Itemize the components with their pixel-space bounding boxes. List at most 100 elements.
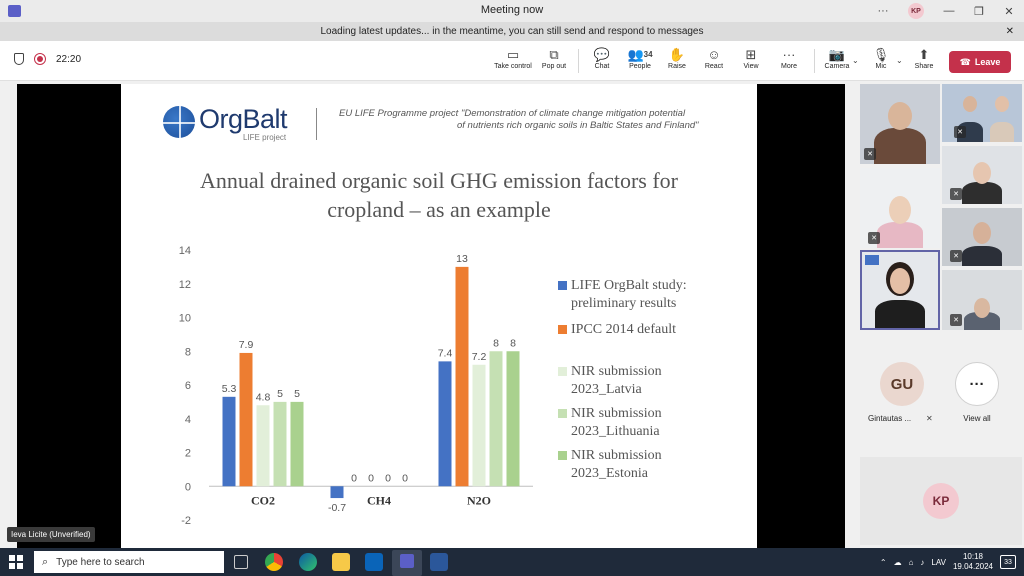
search-icon: ⌕ (42, 555, 49, 568)
chrome-icon[interactable] (265, 553, 283, 571)
project-line-2: of nutrients rich organic soils in Balti… (457, 120, 699, 131)
phone-icon: ☎ (959, 56, 971, 67)
mic-chevron-down-icon[interactable]: ⌄ (896, 56, 903, 65)
bar-group (222, 266, 520, 499)
share-button[interactable]: ⬆ Share (902, 47, 946, 70)
camera-button[interactable]: 📷 Camera (815, 47, 859, 70)
bar-co2-series-2 (239, 352, 253, 487)
clock[interactable]: 10:18 19.04.2024 (953, 552, 993, 572)
chat-icon: 💬 (593, 47, 611, 62)
window-title: Meeting now (480, 4, 544, 16)
data-label: 5.3 (222, 383, 237, 395)
orgbalt-globe-icon (163, 106, 195, 138)
user-avatar[interactable]: KP (908, 3, 924, 19)
legend-text: NIR submission (571, 364, 662, 379)
camera-off-icon: 📷 (828, 47, 846, 62)
notification-icon[interactable]: 33 (1000, 555, 1016, 569)
view-all-button[interactable]: ··· (955, 362, 999, 406)
shared-screen[interactable]: OrgBalt LIFE project EU LIFE Programme p… (17, 84, 845, 548)
leave-label: Leave (974, 57, 1001, 67)
participant-video-tile[interactable]: ✕ (942, 208, 1022, 266)
react-label: React (704, 63, 724, 70)
camera-chevron-down-icon[interactable]: ⌄ (852, 56, 859, 65)
word-icon[interactable] (430, 553, 448, 571)
participant-video-tile[interactable]: ✕ (942, 146, 1022, 204)
cloud-icon[interactable]: ☁ (893, 557, 902, 567)
taskbar-search[interactable]: ⌕ Type here to search (34, 551, 224, 573)
close-button[interactable]: ✕ (1004, 5, 1014, 18)
view-button[interactable]: ⊞ View (729, 47, 773, 70)
legend-swatch (558, 325, 567, 334)
more-options-button[interactable]: ··· (877, 5, 889, 17)
take-control-icon: ▭ (506, 47, 520, 62)
people-button[interactable]: 👥34 People (618, 47, 662, 70)
participant-avatar-gu[interactable]: GU (880, 362, 924, 406)
participant-video-tile[interactable]: ✕ (942, 84, 1022, 142)
mic-off-icon: ✕ (950, 188, 962, 200)
legend-text: NIR submission (571, 448, 662, 463)
data-label: 4.8 (256, 391, 271, 403)
banner-text: Loading latest updates... in the meantim… (320, 26, 704, 37)
task-view-icon[interactable] (234, 555, 248, 569)
volume-icon[interactable]: ♪ (920, 557, 925, 567)
clock-time: 10:18 (962, 552, 983, 561)
more-button[interactable]: ··· More (767, 47, 811, 70)
pop-out-button[interactable]: ⧉ Pop out (532, 47, 576, 70)
self-view-tile[interactable]: KP (860, 457, 1022, 545)
windows-start-icon[interactable] (9, 555, 23, 569)
share-icon: ⬆ (918, 47, 930, 62)
data-label: 0 (368, 472, 374, 484)
more-icon: ··· (782, 47, 796, 62)
network-icon[interactable]: ⌂ (908, 557, 914, 567)
minimize-button[interactable]: — (943, 5, 955, 17)
project-line-1: EU LIFE Programme project "Demonstration… (339, 108, 686, 119)
data-label: 8 (510, 337, 516, 349)
legend-text: preliminary results (571, 296, 677, 311)
raise-hand-button[interactable]: ✋ Raise (655, 47, 699, 70)
leave-button[interactable]: ☎ Leave (949, 51, 1011, 73)
bar-n2o-series-4 (489, 351, 503, 487)
view-all-label: View all (963, 414, 991, 423)
react-button[interactable]: ☺ React (692, 47, 736, 70)
view-label: View (743, 63, 759, 70)
participant-name: Gintautas ... (868, 414, 912, 423)
slide-title-line-1: Annual drained organic soil GHG emission… (200, 168, 678, 193)
data-label: -0.7 (328, 502, 346, 514)
data-label: 7.4 (438, 347, 453, 359)
x-label-n2o: N2O (467, 493, 491, 507)
system-tray: ⌃ ☁ ⌂ ♪ LAV 10:18 19.04.2024 33 (880, 548, 1016, 576)
active-speaker-video-tile[interactable] (860, 250, 940, 330)
legend-text: 2023_Lithuania (571, 424, 660, 439)
chat-button[interactable]: 💬 Chat (580, 47, 624, 70)
mic-button[interactable]: 🎙 Mic (859, 47, 903, 70)
banner-close-icon[interactable]: ✕ (1005, 26, 1014, 37)
edge-icon[interactable] (299, 553, 317, 571)
data-label: 0 (402, 472, 408, 484)
restore-button[interactable]: ❐ (974, 5, 984, 18)
mic-off-icon: 🎙 (872, 47, 890, 62)
share-label: Share (914, 63, 934, 70)
participant-video-tile[interactable]: ✕ (860, 168, 940, 248)
participant-video-tile[interactable]: ✕ (942, 270, 1022, 330)
y-tick-label: 2 (185, 448, 191, 460)
self-avatar: KP (923, 483, 959, 519)
language-indicator[interactable]: LAV (931, 557, 946, 567)
participant-video-tile[interactable]: ✕ (860, 84, 940, 164)
bar-n2o-series-1 (438, 361, 452, 487)
x-label-ch4: CH4 (367, 493, 391, 507)
pop-out-icon: ⧉ (549, 47, 559, 62)
file-explorer-icon[interactable] (332, 553, 350, 571)
bar-co2-series-3 (256, 405, 270, 487)
mic-off-icon: ✕ (864, 148, 876, 160)
outlook-icon[interactable] (365, 553, 383, 571)
chevron-up-icon[interactable]: ⌃ (879, 557, 887, 567)
take-control-button[interactable]: ▭ Take control (491, 47, 535, 70)
legend-text: LIFE OrgBalt study: (571, 278, 687, 293)
recording-icon (34, 53, 46, 65)
bar-co2-series-4 (273, 401, 287, 487)
y-tick-label: 10 (179, 313, 191, 325)
teams-taskbar-button[interactable] (392, 550, 422, 576)
presentation-thumbnail-icon (865, 255, 879, 265)
y-tick-label: 14 (179, 245, 191, 257)
legend-swatch (558, 281, 567, 290)
